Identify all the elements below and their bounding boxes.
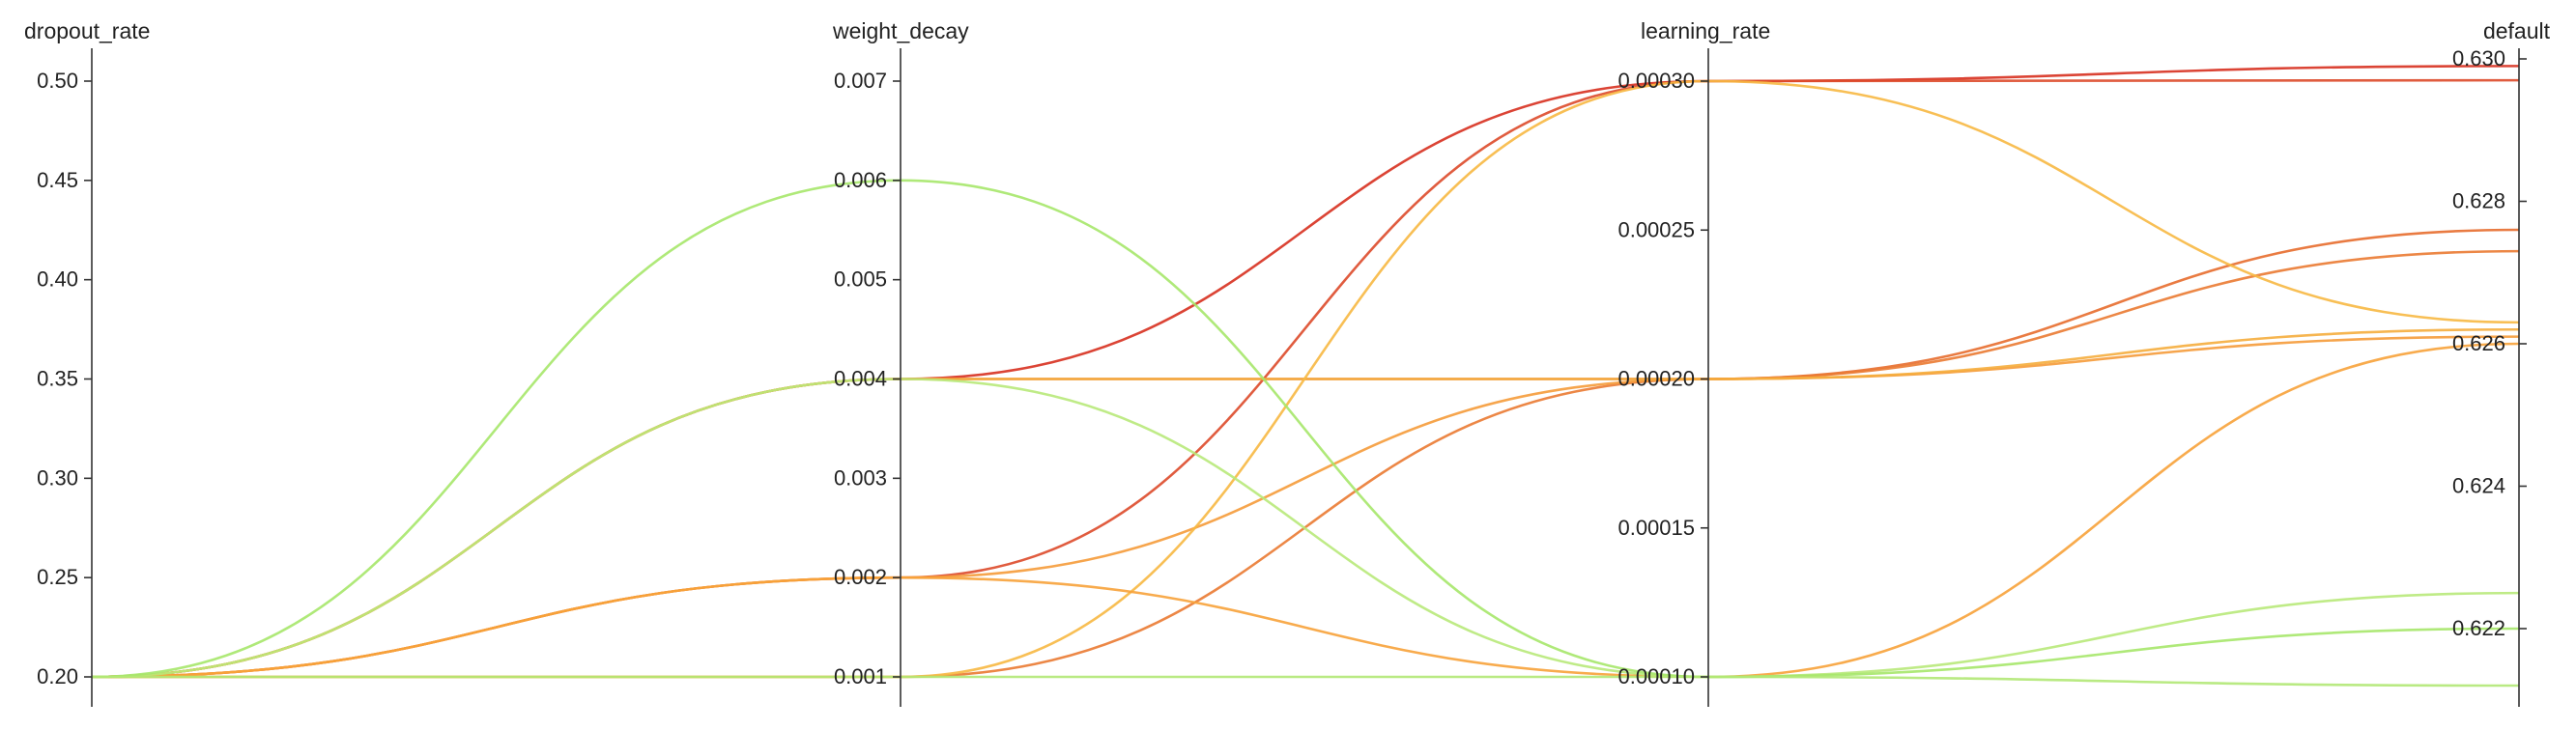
tick-label: 0.45 <box>37 168 78 192</box>
tick-label: 0.005 <box>834 267 887 292</box>
axis-title: dropout_rate <box>24 18 150 43</box>
series-line <box>92 79 2520 679</box>
axis-learning_rate: learning_rate 0.00010 0.00015 0.00020 0.0002… <box>1617 18 1770 707</box>
series-line <box>92 249 2520 679</box>
tick-label: 0.001 <box>834 664 887 688</box>
tick-label: 0.35 <box>37 367 78 391</box>
series-line <box>91 378 2520 679</box>
tick-label: 0.00030 <box>1617 69 1695 93</box>
tick-label: 0.002 <box>834 565 887 589</box>
tick-label: 0.50 <box>37 69 78 93</box>
axis-title: default <box>2483 18 2551 43</box>
series-line <box>91 228 2520 679</box>
tick-label: 0.626 <box>2452 331 2505 355</box>
tick-label: 0.622 <box>2452 616 2505 640</box>
tick-label: 0.30 <box>37 465 78 490</box>
axis-default: default 0.622 0.624 0.626 0.628 0.630 <box>2452 18 2551 707</box>
tick-label: 0.006 <box>834 168 887 192</box>
tick-label: 0.624 <box>2452 474 2505 498</box>
tick-label: 0.00015 <box>1617 516 1695 540</box>
axis-weight_decay: weight_decay 0.001 0.002 0.003 0.004 0.005 0.0… <box>832 18 969 707</box>
tick-label: 0.40 <box>37 267 78 292</box>
axis-title: learning_rate <box>1641 18 1770 43</box>
tick-label: 0.628 <box>2452 189 2505 213</box>
tick-label: 0.004 <box>834 367 887 391</box>
tick-label: 0.007 <box>834 69 887 93</box>
axis-title: weight_decay <box>832 18 969 43</box>
series-line <box>91 342 2520 679</box>
tick-label: 0.20 <box>37 664 78 688</box>
series-line <box>91 65 2520 679</box>
lines-layer <box>91 65 2520 688</box>
tick-label: 0.630 <box>2452 46 2505 70</box>
series-line <box>92 675 2520 688</box>
tick-label: 0.00020 <box>1617 367 1695 391</box>
tick-label: 0.00010 <box>1617 664 1695 688</box>
series-line <box>91 179 2520 679</box>
tick-label: 0.25 <box>37 565 78 589</box>
series-line <box>91 327 2520 679</box>
tick-label: 0.003 <box>834 465 887 490</box>
axes-layer: dropout_rate 0.20 0.25 0.30 0.35 0.40 0.45 0.50… <box>24 18 2551 707</box>
tick-label: 0.00025 <box>1617 217 1695 241</box>
axis-dropout_rate: dropout_rate 0.20 0.25 0.30 0.35 0.40 0.45 0.50 <box>24 18 150 707</box>
